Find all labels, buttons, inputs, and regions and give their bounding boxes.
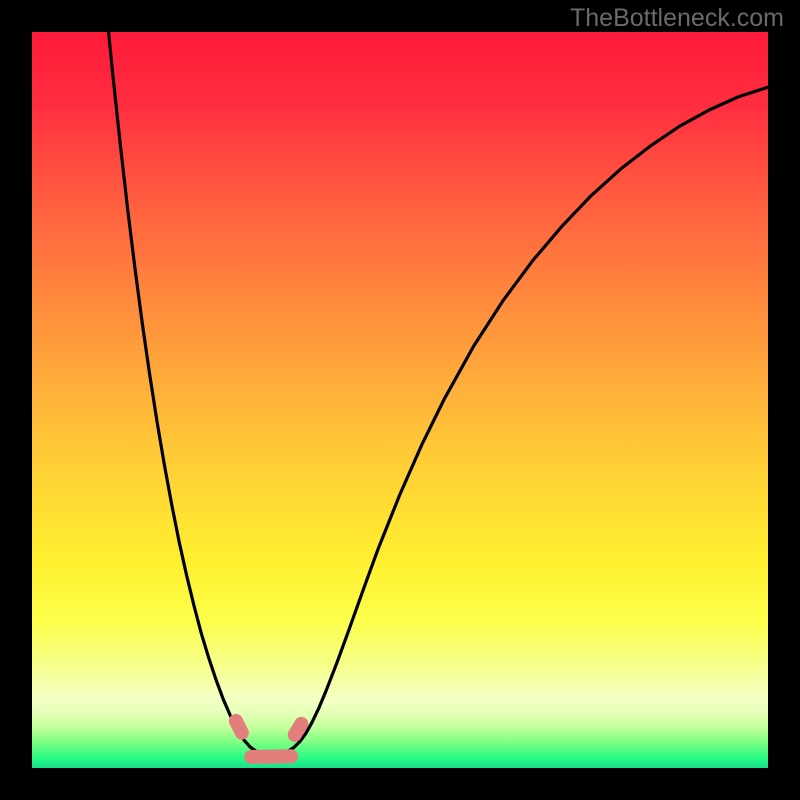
gradient-background [32,32,768,768]
watermark-text: TheBottleneck.com [570,4,784,33]
chart-frame: TheBottleneck.com [0,0,800,800]
plot-area [32,32,768,768]
